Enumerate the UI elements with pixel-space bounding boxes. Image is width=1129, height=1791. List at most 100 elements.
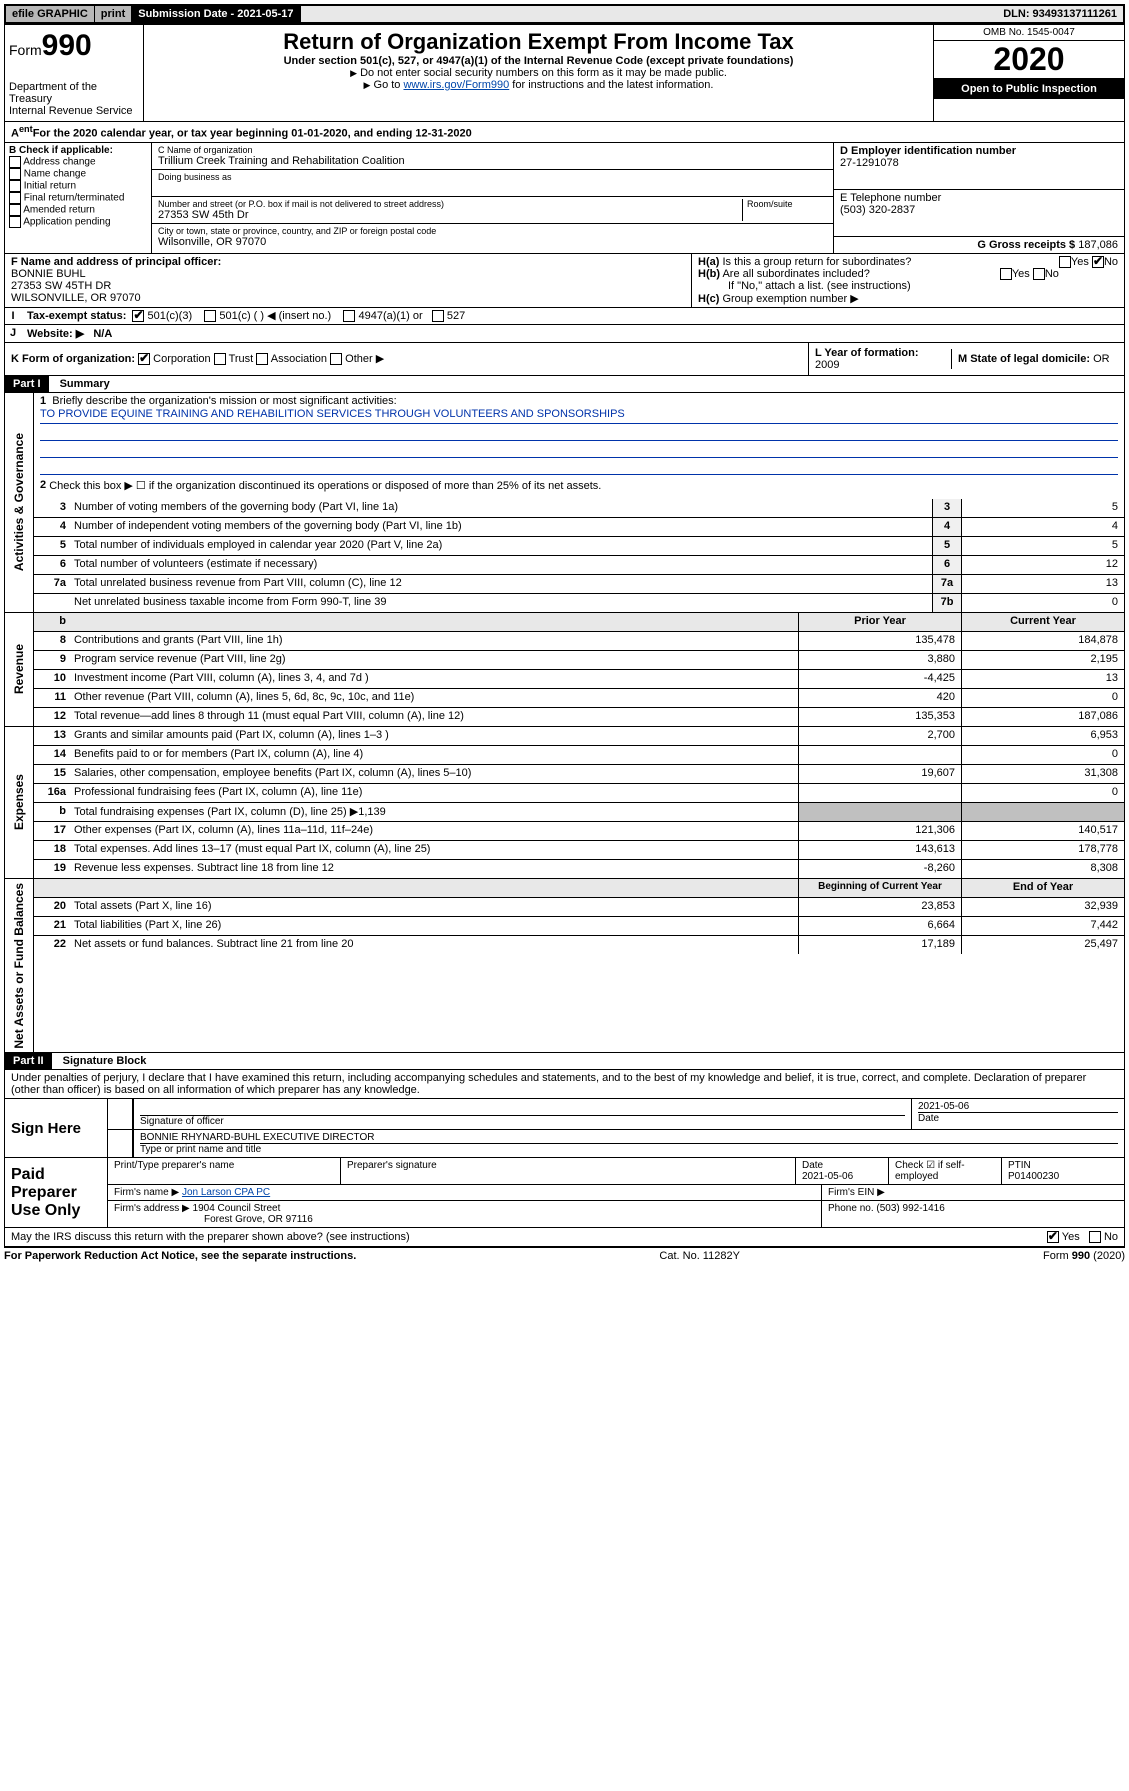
check-501c[interactable] <box>204 310 216 322</box>
side-netassets: Net Assets or Fund Balances <box>10 879 28 1053</box>
prep-self-employed: Check ☑ if self-employed <box>889 1158 1002 1184</box>
check-other[interactable] <box>330 353 342 365</box>
table-row: 5 Total number of individuals employed i… <box>34 537 1124 556</box>
firm-phone: (503) 992-1416 <box>876 1203 944 1214</box>
note-link: Go to www.irs.gov/Form990 for instructio… <box>148 79 929 91</box>
firm-name[interactable]: Jon Larson CPA PC <box>182 1187 270 1198</box>
table-row: 6 Total number of volunteers (estimate i… <box>34 556 1124 575</box>
ha-no[interactable] <box>1092 256 1104 268</box>
row-tax-status: I Tax-exempt status: 501(c)(3) 501(c) ( … <box>4 308 1125 325</box>
prep-date-label: Date <box>802 1160 823 1171</box>
prep-date: 2021-05-06 <box>802 1171 853 1182</box>
discuss-text: May the IRS discuss this return with the… <box>11 1231 410 1243</box>
table-row: 4 Number of independent voting members o… <box>34 518 1124 537</box>
hdr-end: End of Year <box>961 879 1124 897</box>
check-final-return[interactable] <box>9 192 21 204</box>
table-row: 21 Total liabilities (Part X, line 26) 6… <box>34 917 1124 936</box>
sig-date: 2021-05-06 <box>918 1101 969 1112</box>
line2-text: Check this box ▶ ☐ if the organization d… <box>49 479 601 497</box>
tax-period: AentFor the 2020 calendar year, or tax y… <box>4 122 1125 143</box>
dept-label: Department of the Treasury <box>9 81 139 105</box>
part2-badge: Part II <box>5 1053 52 1069</box>
perjury-text: Under penalties of perjury, I declare th… <box>4 1070 1125 1099</box>
table-row: 8 Contributions and grants (Part VIII, l… <box>34 632 1124 651</box>
phone-label: E Telephone number <box>840 192 941 204</box>
row-b-label: b <box>34 613 70 631</box>
check-assoc[interactable] <box>256 353 268 365</box>
efile-button[interactable]: efile GRAPHIC <box>6 6 95 22</box>
paid-preparer-block: Paid Preparer Use Only Print/Type prepar… <box>4 1158 1125 1228</box>
officer-group-info: F Name and address of principal officer:… <box>4 254 1125 308</box>
org-name-label: C Name of organization <box>158 145 827 155</box>
table-row: 10 Investment income (Part VIII, column … <box>34 670 1124 689</box>
ptin-label: PTIN <box>1008 1160 1031 1171</box>
check-initial-return[interactable] <box>9 180 21 192</box>
tax-year: 2020 <box>934 41 1124 79</box>
h-b: H(b) Are all subordinates included? Yes … <box>698 268 1118 280</box>
part2-header-row: Part II Signature Block <box>4 1053 1125 1070</box>
city-label: City or town, state or province, country… <box>158 226 827 236</box>
hb-yes[interactable] <box>1000 268 1012 280</box>
check-name-change[interactable] <box>9 168 21 180</box>
gross-receipts-label: G Gross receipts $ <box>977 239 1075 251</box>
officer-label: F Name and address of principal officer: <box>11 256 221 268</box>
sign-here-label: Sign Here <box>5 1099 108 1157</box>
gross-receipts-value: 187,086 <box>1078 239 1118 251</box>
domicile-value: OR <box>1093 353 1110 365</box>
prep-name-label: Print/Type preparer's name <box>114 1160 234 1171</box>
website-value: N/A <box>93 328 112 340</box>
firm-addr-label: Firm's address ▶ <box>114 1203 190 1214</box>
ein-label: D Employer identification number <box>840 145 1016 157</box>
check-amended[interactable] <box>9 204 21 216</box>
row-org-form: K Form of organization: Corporation Trus… <box>4 343 1125 376</box>
irs-label: Internal Revenue Service <box>9 105 139 117</box>
irs-link[interactable]: www.irs.gov/Form990 <box>403 79 509 91</box>
form-subtitle: Under section 501(c), 527, or 4947(a)(1)… <box>148 55 929 67</box>
firm-ein-label: Firm's EIN ▶ <box>822 1185 1124 1200</box>
governance-section: Activities & Governance 1 Briefly descri… <box>4 393 1125 613</box>
paid-preparer-label: Paid Preparer Use Only <box>5 1158 108 1227</box>
dln: DLN: 93493137111261 <box>997 6 1123 22</box>
check-4947[interactable] <box>343 310 355 322</box>
table-row: 18 Total expenses. Add lines 13–17 (must… <box>34 841 1124 860</box>
table-row: 19 Revenue less expenses. Subtract line … <box>34 860 1124 878</box>
officer-printed-name: BONNIE RHYNARD-BUHL EXECUTIVE DIRECTOR <box>140 1132 1118 1144</box>
box-b: B Check if applicable: Address change Na… <box>5 143 152 253</box>
hb-no[interactable] <box>1033 268 1045 280</box>
hdr-current: Current Year <box>961 613 1124 631</box>
mission-text: TO PROVIDE EQUINE TRAINING AND REHABILIT… <box>40 407 1118 424</box>
revenue-section: Revenue b Prior Year Current Year 8 Cont… <box>4 613 1125 727</box>
discuss-yes[interactable] <box>1047 1231 1059 1243</box>
table-row: 14 Benefits paid to or for members (Part… <box>34 746 1124 765</box>
check-trust[interactable] <box>214 353 226 365</box>
check-501c3[interactable] <box>132 310 144 322</box>
side-expenses: Expenses <box>10 770 28 834</box>
expenses-section: Expenses 13 Grants and similar amounts p… <box>4 727 1125 879</box>
discuss-no[interactable] <box>1089 1231 1101 1243</box>
table-row: 20 Total assets (Part X, line 16) 23,853… <box>34 898 1124 917</box>
form-header: Form990 Department of the Treasury Inter… <box>4 24 1125 122</box>
org-city: Wilsonville, OR 97070 <box>158 236 827 248</box>
netassets-section: Net Assets or Fund Balances Beginning of… <box>4 879 1125 1054</box>
dba-label: Doing business as <box>158 172 827 182</box>
table-row: 11 Other revenue (Part VIII, column (A),… <box>34 689 1124 708</box>
check-address-change[interactable] <box>9 156 21 168</box>
phone-value: (503) 320-2837 <box>840 204 915 216</box>
hdr-prior: Prior Year <box>798 613 961 631</box>
print-button[interactable]: print <box>95 6 132 22</box>
page-footer: For Paperwork Reduction Act Notice, see … <box>4 1247 1125 1262</box>
tax-status-label: Tax-exempt status: <box>21 308 132 324</box>
ha-yes[interactable] <box>1059 256 1071 268</box>
note-ssn: Do not enter social security numbers on … <box>148 67 929 79</box>
check-corp[interactable] <box>138 353 150 365</box>
officer-printed-label: Type or print name and title <box>140 1144 261 1155</box>
firm-phone-label: Phone no. <box>828 1203 874 1214</box>
check-527[interactable] <box>432 310 444 322</box>
footer-catno: Cat. No. 11282Y <box>659 1250 740 1262</box>
part1-header-row: Part I Summary <box>4 376 1125 393</box>
table-row: 12 Total revenue—add lines 8 through 11 … <box>34 708 1124 726</box>
addr-label: Number and street (or P.O. box if mail i… <box>158 199 738 209</box>
discuss-row: May the IRS discuss this return with the… <box>4 1228 1125 1247</box>
check-app-pending[interactable] <box>9 216 21 228</box>
hdr-begin: Beginning of Current Year <box>798 879 961 897</box>
